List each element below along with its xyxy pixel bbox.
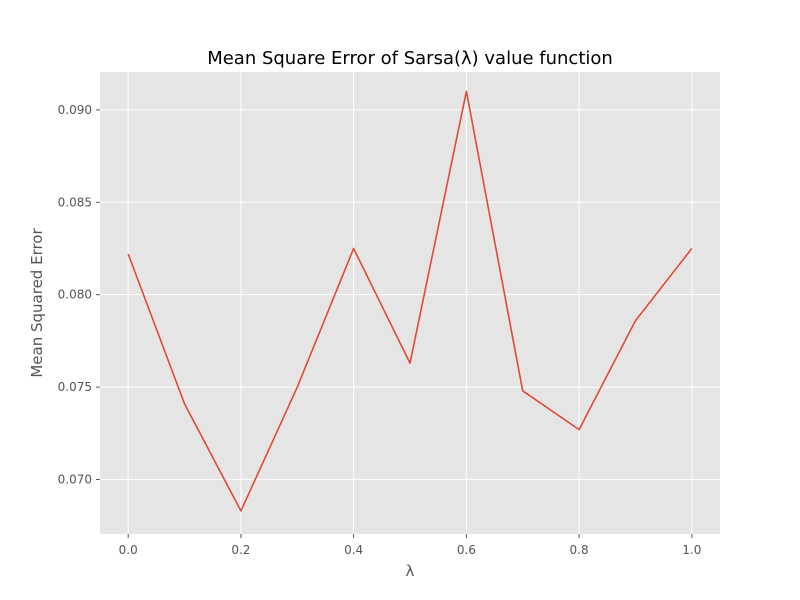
series-line: [127, 90, 693, 512]
grid-lines: [100, 72, 720, 534]
x-tick-label: 0.8: [570, 543, 589, 557]
x-tick-label: 1.0: [682, 543, 701, 557]
chart-title: Mean Square Error of Sarsa(λ) value func…: [207, 48, 613, 69]
y-tick-label: 0.090: [58, 103, 92, 117]
x-axis-ticks: 0.0 0.2 0.4 0.6 0.8 1.0: [119, 534, 701, 557]
x-axis-label: λ: [406, 562, 415, 580]
y-tick-label: 0.080: [58, 288, 92, 302]
x-tick-label: 0.6: [457, 543, 476, 557]
y-axis-ticks: 0.070 0.075 0.080 0.085 0.090: [58, 103, 100, 486]
x-tick-label: 0.4: [344, 543, 363, 557]
x-tick-label: 0.2: [231, 543, 250, 557]
series-layer: [127, 90, 693, 512]
y-axis-label: Mean Squared Error: [28, 228, 46, 378]
y-tick-label: 0.085: [58, 195, 92, 209]
y-tick-label: 0.070: [58, 472, 92, 486]
plot-background: [100, 72, 720, 534]
y-tick-label: 0.075: [58, 380, 92, 394]
x-tick-label: 0.0: [119, 543, 138, 557]
